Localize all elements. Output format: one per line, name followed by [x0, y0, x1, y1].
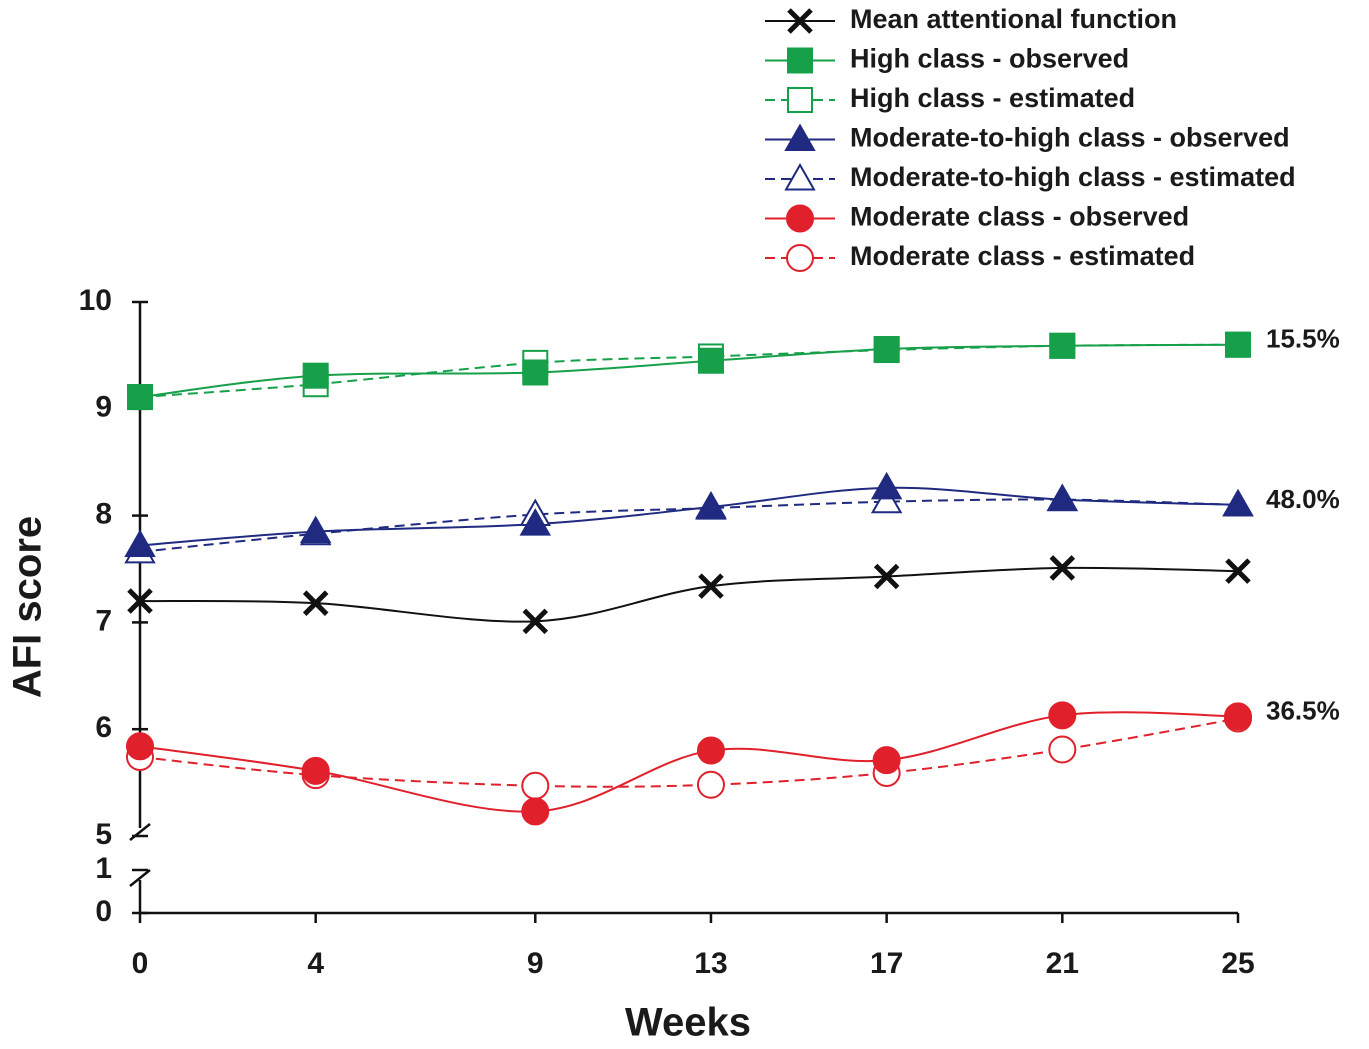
marker: [519, 508, 552, 536]
marker: [301, 756, 330, 785]
marker: [1048, 735, 1077, 764]
y-tick-label: 5: [95, 818, 112, 851]
x-tick-label: 17: [870, 947, 903, 980]
marker: [1049, 332, 1076, 359]
marker: [786, 244, 814, 272]
marker: [786, 204, 814, 233]
marker: [696, 770, 725, 799]
marker: [1222, 488, 1254, 517]
series-line: [139, 711, 1239, 813]
x-tick-label: 9: [527, 947, 544, 980]
legend-label: Moderate-to-high class - estimated: [850, 162, 1296, 192]
marker: [870, 471, 903, 500]
marker: [870, 485, 903, 514]
marker: [127, 384, 153, 411]
marker: [522, 608, 549, 635]
marker: [1048, 701, 1077, 730]
legend-label: Mean attentional function: [850, 4, 1177, 34]
end-label: 36.5%: [1266, 695, 1340, 725]
y-tick-label: 0: [95, 895, 112, 928]
y-tick-label: 1: [95, 852, 112, 885]
marker: [126, 732, 154, 761]
marker: [302, 362, 329, 389]
x-tick-label: 0: [132, 947, 149, 980]
x-tick-label: 13: [694, 947, 727, 980]
marker: [1224, 702, 1252, 731]
marker: [522, 359, 549, 386]
marker: [698, 573, 724, 599]
marker: [521, 797, 550, 826]
marker: [521, 771, 550, 800]
marker: [787, 87, 813, 113]
legend-label: Moderate class - estimated: [850, 241, 1195, 271]
legend-label: Moderate-to-high class - observed: [850, 123, 1290, 153]
marker: [697, 347, 724, 374]
marker: [124, 529, 156, 558]
marker: [696, 736, 725, 765]
axis-break: [129, 823, 151, 841]
end-label: 15.5%: [1266, 324, 1340, 354]
marker: [784, 162, 816, 191]
marker: [1225, 331, 1251, 358]
x-tick-label: 4: [307, 947, 324, 980]
axis-break: [129, 869, 151, 887]
y-tick-label: 10: [79, 284, 112, 317]
y-tick-label: 8: [95, 498, 112, 531]
x-tick-label: 21: [1046, 947, 1079, 980]
marker: [784, 123, 816, 151]
marker: [1225, 558, 1251, 584]
marker: [299, 515, 332, 544]
x-tick-label: 25: [1221, 947, 1254, 980]
y-tick-label: 9: [95, 391, 112, 424]
marker: [787, 47, 813, 74]
legend-label: Moderate class - observed: [850, 202, 1189, 232]
marker: [1049, 555, 1076, 581]
marker: [695, 491, 727, 519]
x-axis-label: Weeks: [625, 1001, 751, 1045]
y-axis-label: AFI score: [6, 516, 50, 698]
marker: [873, 563, 900, 590]
marker: [302, 590, 329, 616]
y-tick-label: 6: [95, 711, 112, 744]
marker: [872, 746, 901, 775]
legend-label: High class - estimated: [850, 83, 1135, 113]
end-label: 48.0%: [1266, 484, 1340, 514]
legend-label: High class - observed: [850, 44, 1129, 74]
marker: [787, 8, 813, 34]
y-tick-label: 7: [95, 604, 112, 637]
marker: [873, 335, 900, 362]
marker: [1046, 483, 1079, 512]
marker: [127, 588, 153, 614]
